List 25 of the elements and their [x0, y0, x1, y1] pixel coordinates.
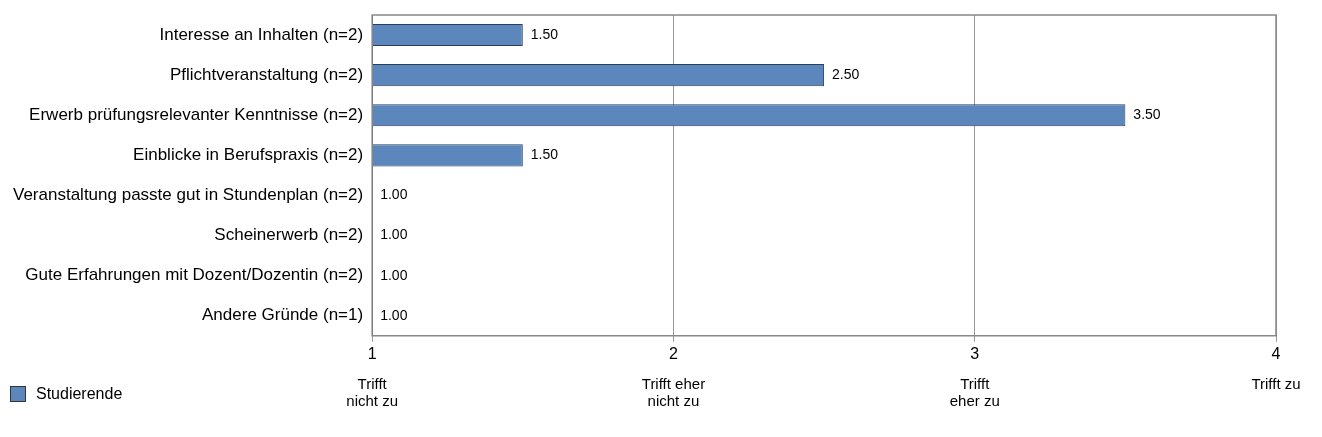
y-tick-label: Veranstaltung passte gut in Stundenplan (n=2) — [13, 185, 364, 205]
x-tick-label: 2 — [668, 344, 678, 362]
y-tick-label: Erwerb prüfungsrelevanter Kenntnisse (n=2) — [29, 104, 364, 124]
y-tick-label: Gute Erfahrungen mit Dozent/Dozentin (n=2) — [25, 265, 364, 285]
data-label: 1.00 — [380, 266, 408, 283]
text: Trifft eher nicht zu — [641, 375, 706, 410]
data-label: 1.00 — [380, 306, 408, 323]
text: Trifft eher zu — [949, 375, 1000, 410]
data-label: 3.50 — [1133, 106, 1161, 123]
data-label: 1.00 — [380, 186, 408, 203]
text: Trifft nicht zu — [346, 375, 399, 410]
data-label: 1.50 — [530, 25, 559, 42]
y-tick-label: Interesse an Inhalten (n=2) — [159, 24, 364, 44]
x-tick-label: 1 — [367, 344, 377, 362]
y-tick-label: Einblicke in Berufspraxis (n=2) — [133, 145, 364, 165]
x-tick-label: 4 — [1271, 344, 1281, 362]
y-tick-label: Scheinerwerb (n=2) — [214, 225, 364, 245]
data-label: 2.50 — [832, 66, 860, 83]
legend-label: Studierende — [36, 385, 123, 403]
y-tick-label: Andere Gründe (n=1) — [202, 305, 364, 325]
text: Trifft zu — [1251, 375, 1301, 393]
data-label: 1.50 — [530, 146, 559, 163]
x-tick-label: 3 — [970, 344, 980, 362]
data-label: 1.00 — [380, 226, 408, 243]
y-tick-label: Pflichtveranstaltung (n=2) — [169, 64, 364, 84]
